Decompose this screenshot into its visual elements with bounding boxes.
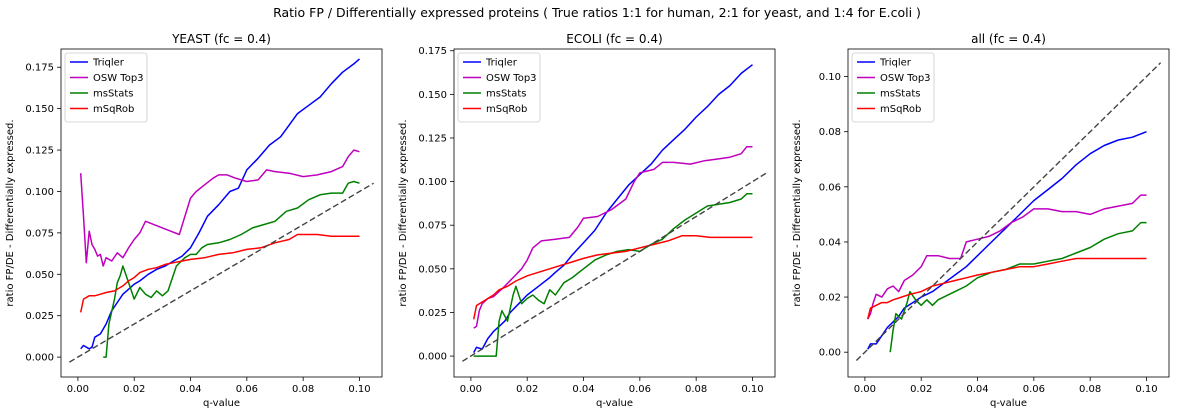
x-tick-label: 0.04 — [572, 384, 594, 395]
x-tick-label: 0.00 — [67, 384, 89, 395]
y-tick-label: 0.075 — [25, 228, 54, 239]
series-line-msqrob — [79, 233, 360, 313]
x-axis-label: q-value — [596, 398, 633, 409]
legend: Triqler OSW Top3 msStats mSqRob — [457, 52, 541, 123]
y-tick-label: 0.000 — [418, 352, 447, 363]
x-axis-label: q-value — [203, 398, 240, 409]
chart-title: YEAST (fc = 0.4) — [171, 32, 271, 46]
y-tick-label: 0.000 — [25, 353, 54, 364]
chart-title: all (fc = 0.4) — [971, 32, 1046, 46]
series-line-msqrob — [472, 234, 753, 320]
legend-entry-label: OSW Top3 — [93, 73, 144, 84]
y-axis-label: ratio FP/DE - Differentially expressed. — [5, 119, 16, 306]
y-axis-label: ratio FP/DE - Differentially expressed. — [792, 119, 803, 306]
reference-diagonal-line — [855, 62, 1162, 362]
series-line-triqler — [80, 58, 360, 350]
y-tick-label: 0.100 — [418, 177, 447, 188]
y-tick-label: 0.025 — [25, 311, 54, 322]
y-axis-label: ratio FP/DE - Differentially expressed. — [398, 119, 409, 306]
x-tick-label: 0.08 — [1079, 384, 1101, 395]
y-tick-label: 0.00 — [819, 348, 841, 359]
series-line-osw-top3 — [867, 194, 1147, 320]
legend-entry-label: msStats — [880, 89, 920, 100]
chart-panel-1: 0.00 0.02 0.04 0.06 0.08 0.10 0.000 0.025 0.050 0… — [398, 32, 776, 409]
figure-suptitle: Ratio FP / Differentially expressed prot… — [273, 5, 921, 20]
x-tick-label: 0.04 — [966, 384, 988, 395]
series-line-msstats — [473, 193, 753, 357]
series-line-msqrob — [866, 257, 1147, 320]
series-line-osw-top3 — [473, 145, 753, 329]
x-tick-label: 0.08 — [292, 384, 314, 395]
axes-frame — [847, 48, 1170, 378]
y-tick-label: 0.10 — [819, 72, 841, 83]
axes-frame — [60, 48, 383, 378]
x-tick-label: 0.00 — [854, 384, 876, 395]
y-tick-label: 0.125 — [418, 133, 447, 144]
series-line-triqler — [867, 131, 1147, 350]
legend-entry-label: mSqRob — [93, 104, 134, 115]
series-line-msstats — [103, 180, 360, 358]
series-line-msstats — [889, 221, 1147, 353]
x-tick-label: 0.00 — [460, 384, 482, 395]
y-tick-label: 0.050 — [25, 270, 54, 281]
legend-entry-label: mSqRob — [880, 104, 921, 115]
legend-entry-label: msStats — [93, 89, 133, 100]
legend-box — [851, 52, 935, 123]
legend-entry-label: mSqRob — [486, 104, 527, 115]
x-tick-label: 0.06 — [1023, 384, 1045, 395]
chart-title: ECOLI (fc = 0.4) — [566, 32, 662, 46]
y-tick-label: 0.175 — [25, 63, 54, 74]
y-tick-label: 0.125 — [25, 146, 54, 157]
y-tick-label: 0.150 — [25, 104, 54, 115]
legend-entry-label: Triqler — [879, 58, 912, 69]
chart-panel-0: 0.00 0.02 0.04 0.06 0.08 0.10 0.000 0.025 0.050 0… — [5, 32, 383, 409]
legend-entry-label: Triqler — [485, 58, 518, 69]
y-tick-label: 0.150 — [418, 90, 447, 101]
chart-panel-2: 0.00 0.02 0.04 0.06 0.08 0.10 0.00 0.02 0.04 0.06… — [792, 32, 1170, 409]
legend-box — [457, 52, 541, 123]
y-tick-label: 0.02 — [819, 293, 841, 304]
legend-entry-label: Triqler — [92, 58, 125, 69]
y-tick-label: 0.075 — [418, 221, 447, 232]
y-tick-label: 0.04 — [819, 237, 841, 248]
x-tick-label: 0.06 — [629, 384, 651, 395]
y-tick-label: 0.025 — [418, 308, 447, 319]
legend: Triqler OSW Top3 msStats mSqRob — [64, 52, 148, 123]
x-tick-label: 0.06 — [236, 384, 258, 395]
legend: Triqler OSW Top3 msStats mSqRob — [851, 52, 935, 123]
x-tick-label: 0.08 — [685, 384, 707, 395]
x-tick-label: 0.04 — [179, 384, 201, 395]
y-tick-label: 0.06 — [819, 182, 841, 193]
axes-frame — [453, 48, 776, 378]
x-tick-label: 0.10 — [741, 384, 763, 395]
x-tick-label: 0.02 — [123, 384, 145, 395]
y-tick-label: 0.100 — [25, 187, 54, 198]
legend-box — [64, 52, 148, 123]
x-tick-label: 0.02 — [516, 384, 538, 395]
legend-entry-label: OSW Top3 — [486, 73, 537, 84]
x-tick-label: 0.02 — [910, 384, 932, 395]
reference-diagonal-line — [69, 182, 374, 363]
series-line-osw-top3 — [79, 149, 360, 267]
legend-entry-label: msStats — [486, 89, 526, 100]
x-tick-label: 0.10 — [348, 384, 370, 395]
y-tick-label: 0.175 — [418, 46, 447, 57]
legend-entry-label: OSW Top3 — [880, 73, 931, 84]
x-axis-label: q-value — [990, 398, 1027, 409]
reference-diagonal-line — [462, 172, 767, 362]
y-tick-label: 0.050 — [418, 264, 447, 275]
x-tick-label: 0.10 — [1135, 384, 1157, 395]
y-tick-label: 0.08 — [819, 127, 841, 138]
